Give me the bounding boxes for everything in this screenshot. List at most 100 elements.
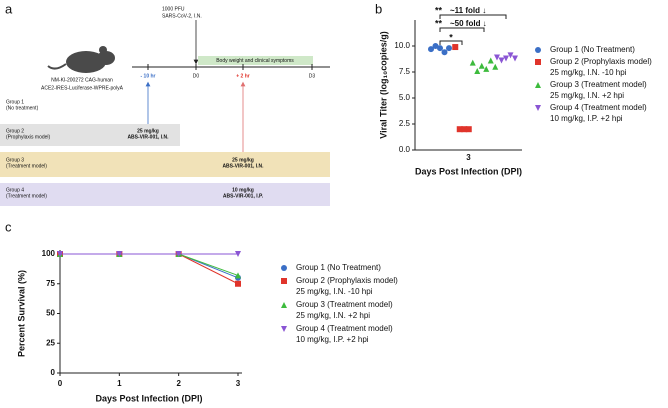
legend-detail: 25 mg/kg, I.N. -10 hpi	[550, 68, 627, 77]
x-tick-label: 1	[117, 379, 122, 388]
group-model: (No treatment)	[6, 105, 39, 111]
x-axis-label: Days Post Infection (DPI)	[415, 166, 522, 176]
line	[60, 253, 239, 276]
point	[498, 57, 505, 64]
legend-label: Group 1 (No Treatment)	[550, 45, 635, 54]
point	[235, 280, 241, 287]
panel-label: c	[5, 219, 12, 234]
group-model: (Treatment model)	[6, 193, 47, 199]
point	[461, 126, 468, 133]
y-tick-label: 100	[42, 249, 56, 258]
x-tick-label: 0	[58, 379, 63, 388]
dose: 25 mg/kg	[232, 157, 254, 163]
y-tick-label: 0	[51, 368, 56, 377]
legend-label: Group 3 (Treatment model)	[296, 300, 393, 309]
y-tick-label: 7.5	[399, 67, 411, 76]
point	[452, 44, 459, 51]
group-box	[0, 152, 330, 177]
group-box	[0, 183, 330, 206]
timepoint: + 2 hr	[236, 73, 250, 79]
group-model: (Prophylaxis model)	[6, 134, 51, 140]
legend-label: Group 1 (No Treatment)	[296, 263, 381, 272]
panel-label: b	[375, 1, 382, 16]
sig-bracket	[439, 14, 507, 19]
group-box	[0, 124, 180, 146]
legend-detail: 10 mg/kg, I.P. +2 hpi	[296, 335, 369, 344]
y-axis-label: Percent Survival (%)	[16, 270, 26, 357]
x-axis-label: Days Post Infection (DPI)	[95, 393, 202, 403]
point	[469, 59, 476, 66]
drug: ABS-VIR-001, I.N.	[222, 163, 264, 169]
symptoms: Body weight and clinical symptoms	[216, 58, 294, 64]
y-tick-label: 2.5	[399, 119, 411, 128]
y-tick-label: 0.0	[399, 145, 411, 154]
legend-marker	[281, 326, 287, 332]
group-model: (Treatment model)	[6, 163, 47, 169]
legend-marker	[535, 47, 541, 53]
legend-label: Group 4 (Treatment model)	[296, 324, 393, 333]
sig-bracket	[439, 27, 485, 32]
group: Group 4	[6, 187, 24, 193]
point	[437, 45, 443, 52]
dose: 10 mg/kg	[232, 187, 254, 193]
point	[465, 126, 472, 133]
dose: 25 mg/kg	[137, 128, 159, 134]
legend-label: Group 2 (Prophylaxis model)	[296, 276, 398, 285]
point	[432, 43, 439, 49]
point	[441, 49, 448, 56]
point	[507, 52, 514, 59]
sig-bracket	[439, 40, 463, 45]
mouse-icon	[47, 46, 115, 73]
point	[456, 126, 463, 133]
legend-marker	[281, 265, 287, 271]
y-tick-label: 75	[46, 279, 55, 288]
point	[116, 251, 123, 257]
group: Group 2	[6, 128, 24, 134]
legend-detail: 25 mg/kg, I.N. +2 hpi	[550, 91, 624, 100]
legend-marker	[281, 278, 287, 284]
y-tick-label: 50	[46, 309, 55, 318]
point	[494, 54, 500, 61]
y-axis-label: Viral Titer (log₁₀copies/g)	[378, 31, 388, 138]
sig-stars: **	[435, 18, 443, 28]
legend-marker	[535, 59, 541, 65]
point	[428, 46, 434, 53]
panel-label: a	[5, 1, 13, 16]
point	[512, 55, 518, 62]
drug: ABS-VIR-001, I.P.	[223, 193, 264, 199]
legend-detail: 25 mg/kg, I.N. -10 hpi	[296, 287, 373, 296]
infection: 1000 PFU	[162, 6, 185, 12]
strain: NM-KI-200272 CAG-human	[51, 77, 113, 83]
group: Group 3	[6, 157, 24, 163]
point	[235, 272, 241, 279]
x-tick-label: 3	[466, 153, 471, 162]
y-tick-label: 25	[46, 338, 55, 347]
point	[446, 45, 452, 52]
sig-text: ~11 fold ↓	[450, 6, 486, 15]
line	[60, 253, 239, 285]
point	[474, 67, 481, 74]
legend-label: Group 2 (Prophylaxis model)	[550, 57, 652, 66]
legend-detail: 10 mg/kg, I.P. +2 hpi	[550, 114, 623, 123]
point	[483, 65, 490, 72]
point	[175, 251, 182, 257]
legend-marker	[281, 302, 287, 308]
sig-stars: *	[449, 32, 453, 42]
point	[478, 62, 485, 69]
sig-text: ~50 fold ↓	[450, 19, 487, 28]
legend-label: Group 3 (Treatment model)	[550, 80, 647, 89]
point	[503, 55, 509, 62]
timepoint: - 10 hr	[140, 73, 155, 79]
symptom-bar	[198, 56, 313, 65]
legend-marker	[535, 105, 541, 111]
y-tick-label: 5.0	[399, 93, 411, 102]
y-tick-label: 10.0	[394, 41, 410, 50]
point	[235, 251, 241, 257]
point	[487, 57, 494, 64]
timepoint: D0	[193, 73, 200, 79]
x-tick-label: 3	[236, 379, 241, 388]
point	[57, 251, 63, 257]
strain: ACE2-IRES-Luciferase-WPRE-polyA	[41, 85, 124, 91]
drug: ABS-VIR-001, I.N.	[127, 134, 169, 140]
